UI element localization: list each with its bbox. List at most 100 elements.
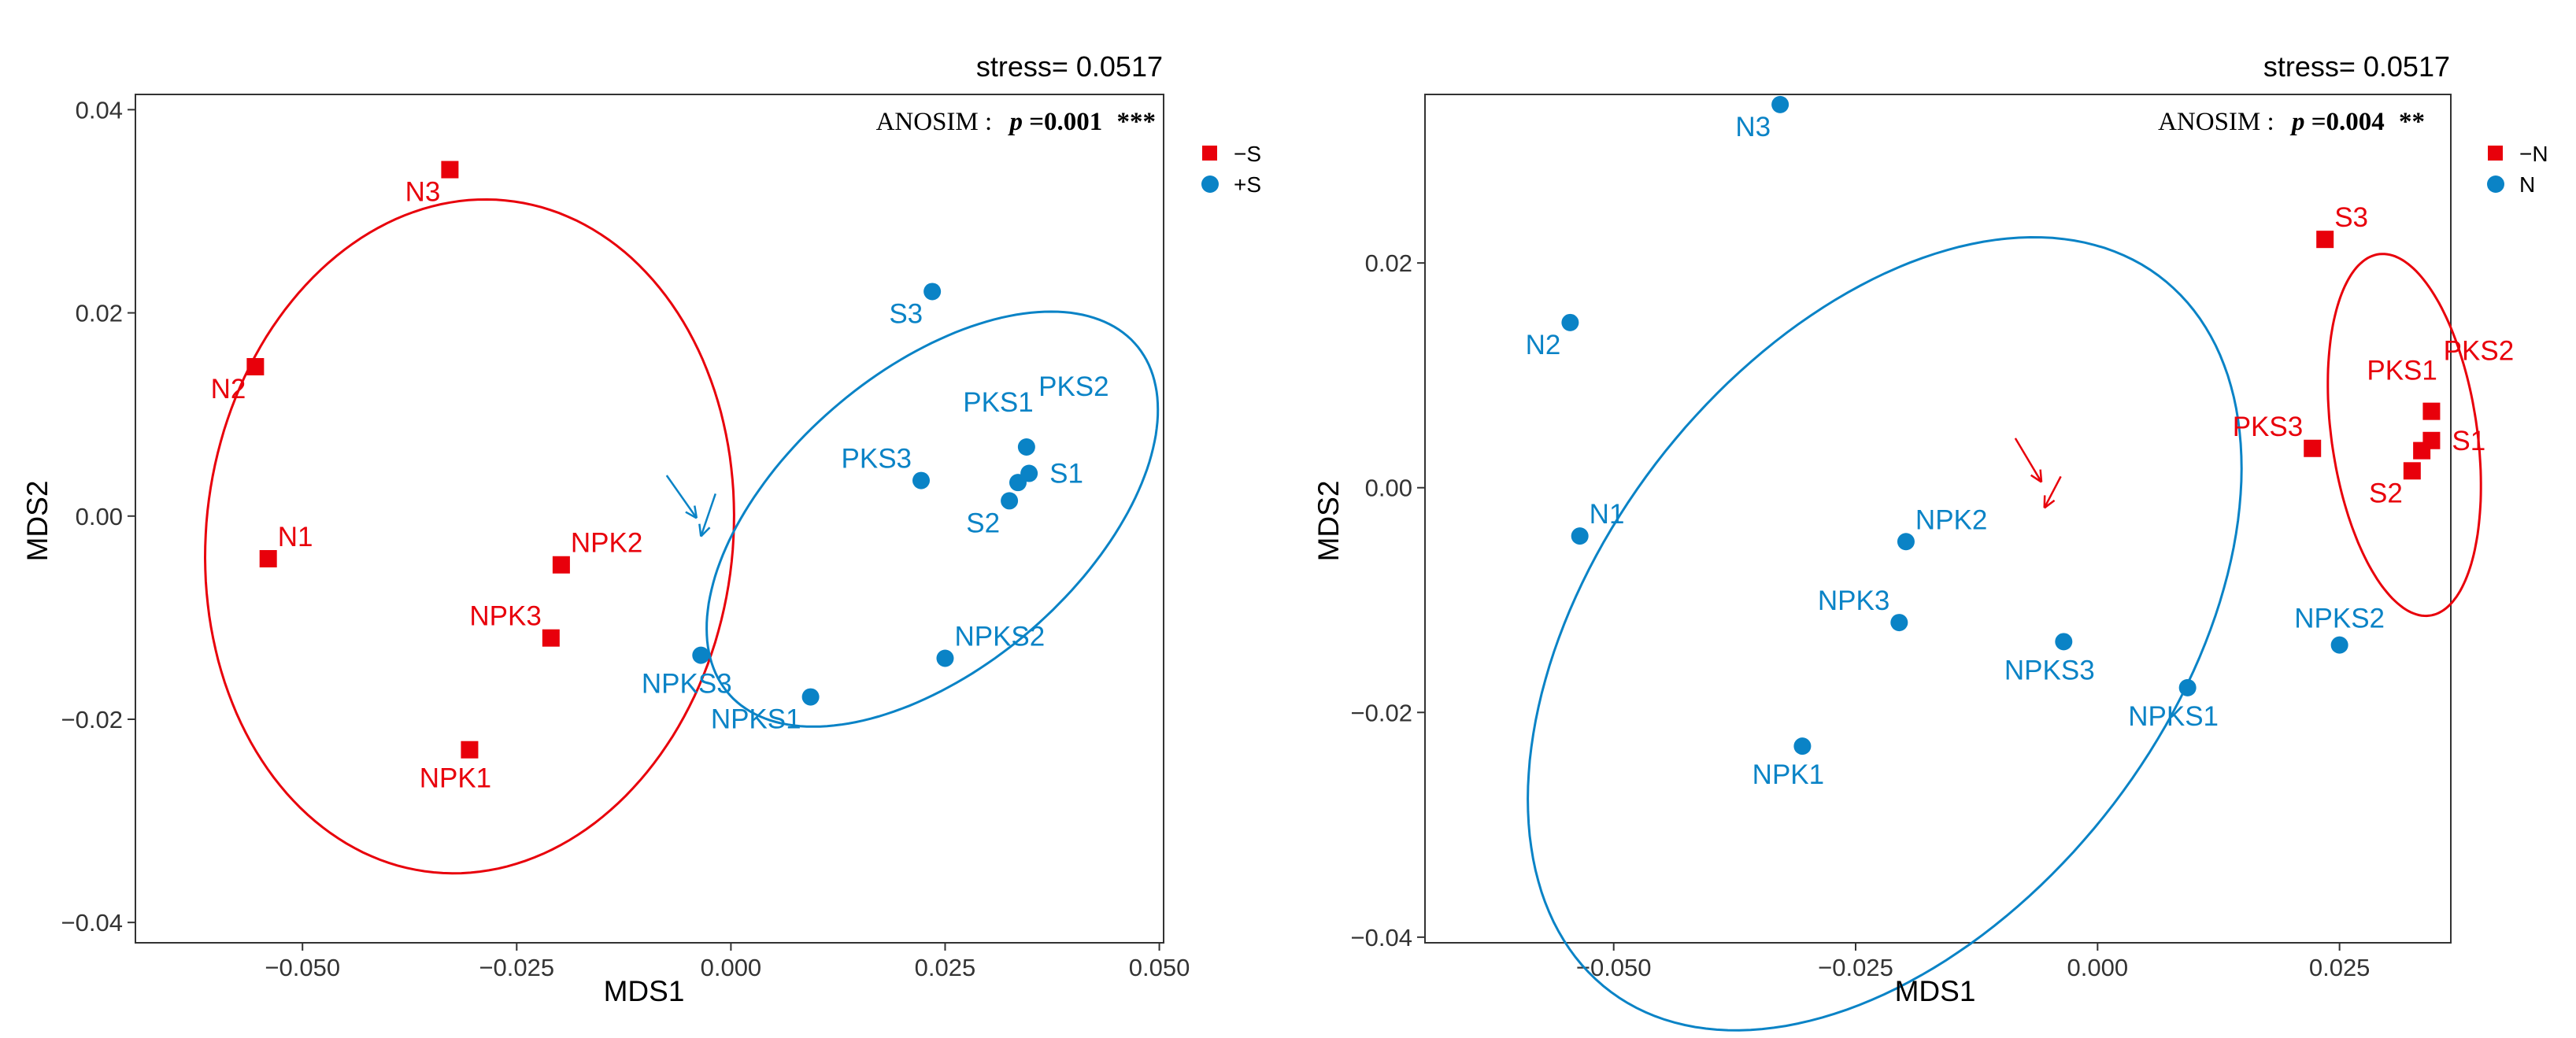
y-tick-label: 0.02 [76, 300, 123, 327]
point-label: PKS3 [842, 444, 912, 475]
point-label: N1 [278, 522, 313, 552]
legend-label: −N [2519, 142, 2548, 166]
anosim-p-value: =0.004 [2311, 108, 2385, 136]
shift-arrow [665, 475, 698, 519]
plot-frame [1424, 94, 2452, 944]
data-point-square [259, 549, 277, 567]
point-label: S1 [1049, 459, 1083, 489]
x-tick-label: −0.025 [479, 954, 554, 981]
data-point-circle [912, 471, 931, 489]
data-point-circle [2330, 636, 2348, 654]
x-tick-label: −0.050 [265, 954, 340, 981]
confidence-ellipse [2326, 253, 2482, 618]
x-tick-label: 0.025 [2309, 954, 2371, 981]
data-point-circle [1001, 492, 1019, 510]
stress-label: stress= 0.0517 [976, 50, 1163, 83]
anosim-stars: ** [2399, 108, 2425, 136]
x-axis-title: MDS1 [1895, 975, 1976, 1007]
shift-arrow [2043, 475, 2062, 509]
shift-arrow [2014, 438, 2043, 483]
anosim-prefix: ANOSIM : [876, 108, 993, 136]
y-tick-label: −0.04 [1351, 924, 1412, 951]
anosim-label: ANOSIM : p =0.001 *** [876, 108, 1156, 136]
y-tick-label: 0.00 [1365, 475, 1412, 502]
point-label: NPK1 [1752, 759, 1824, 790]
confidence-ellipse [203, 198, 735, 875]
point-label: S1 [2452, 426, 2485, 456]
data-point-square [2422, 402, 2441, 420]
x-tick-label: −0.025 [1818, 954, 1893, 981]
point-label: PKS2 [1038, 371, 1109, 402]
point-label: NPKS2 [2294, 604, 2385, 634]
y-axis-title: MDS2 [1312, 481, 1345, 562]
point-label: NPKS2 [954, 622, 1045, 652]
data-point-circle [936, 649, 954, 667]
anosim-prefix: ANOSIM : [2158, 108, 2274, 136]
x-axis-title: MDS1 [604, 975, 685, 1007]
point-label: PKS2 [2444, 336, 2515, 367]
anosim-p-value: =0.001 [1029, 108, 1102, 136]
legend-label: +S [1234, 172, 1261, 197]
plot-area: −0.050 −0.025 0.000 0.025 0.050 −0.04 −0.02 0.0… [61, 94, 1190, 981]
data-point-circle [692, 646, 710, 664]
data-point-square [2413, 441, 2431, 460]
x-tick-label: 0.050 [1129, 954, 1190, 981]
plot-frame [135, 94, 1164, 944]
point-label: NPKS3 [2004, 655, 2095, 685]
anosim-stars: *** [1117, 108, 1157, 136]
x-tick-label: −0.050 [1576, 954, 1652, 981]
point-label: PKS1 [963, 387, 1034, 418]
data-point-square [2403, 462, 2421, 480]
legend-label: N [2519, 172, 2535, 197]
arrow-head [685, 511, 698, 519]
data-point-circle [1890, 614, 1908, 632]
shift-arrow [700, 493, 716, 537]
data-point-square [552, 556, 570, 574]
point-label: N3 [405, 177, 441, 208]
data-point-circle [1793, 737, 1812, 755]
y-tick-label: −0.02 [1351, 699, 1412, 726]
point-label: NPK2 [571, 528, 642, 559]
panel-left: stress= 0.0517 −0.050 −0.025 0.000 0.025 0.0… [21, 50, 1261, 1007]
plot-area: −0.050 −0.025 0.000 0.025 −0.04 −0.02 0.00 0.02… [1351, 94, 2515, 1032]
anosim-p-symbol: p [1007, 108, 1023, 136]
data-point-square [2316, 231, 2334, 249]
arrow-head [698, 523, 702, 537]
point-label: NPK1 [420, 763, 491, 794]
legend-key-circle [2487, 175, 2504, 193]
data-point-square [461, 741, 479, 759]
y-tick-label: −0.02 [61, 706, 123, 733]
y-tick-label: 0.04 [76, 96, 123, 124]
x-tick-label: 0.025 [915, 954, 976, 981]
data-point-square [2304, 439, 2322, 457]
point-label: NPKS1 [2128, 701, 2219, 732]
confidence-ellipse [1527, 235, 2243, 1032]
point-label: PKS1 [2367, 356, 2437, 386]
point-label: NPKS3 [642, 669, 732, 700]
y-axis-title: MDS2 [21, 481, 54, 562]
data-point-circle [1017, 438, 1035, 456]
arrow-head [700, 526, 711, 537]
y-tick-label: 0.00 [76, 503, 123, 530]
data-point-circle [801, 688, 820, 706]
data-point-circle [1771, 95, 1790, 113]
data-point-square [542, 629, 560, 647]
point-label: S3 [2334, 202, 2368, 233]
point-label: PKS3 [2233, 412, 2304, 442]
data-point-circle [1009, 474, 1027, 492]
data-point-square [246, 357, 265, 375]
point-label: N1 [1590, 499, 1625, 530]
anosim-label: ANOSIM : p =0.004 ** [2158, 108, 2425, 136]
legend-key-square [1202, 146, 1217, 161]
legend: −N N [2487, 142, 2548, 197]
legend-key-square [2488, 146, 2503, 161]
y-tick-label: −0.04 [61, 909, 123, 936]
data-point-square [441, 161, 459, 179]
data-point-circle [1897, 533, 1915, 551]
arrow-head [2030, 474, 2042, 483]
point-label: NPK3 [1818, 585, 1889, 616]
legend-label: −S [1234, 142, 1261, 166]
point-label: NPKS1 [711, 704, 801, 735]
point-label: N2 [1526, 330, 1561, 360]
